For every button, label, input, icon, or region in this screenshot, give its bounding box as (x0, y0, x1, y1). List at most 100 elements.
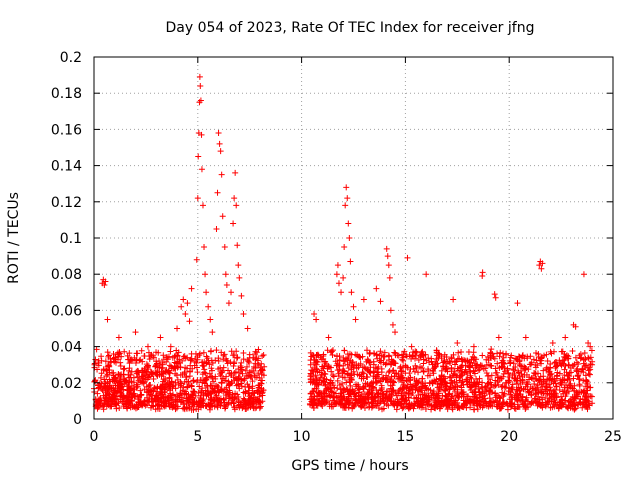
data-point (400, 381, 407, 388)
y-tick-label: 0.04 (51, 340, 82, 356)
data-point (91, 360, 98, 367)
data-point (581, 349, 588, 356)
data-point (433, 376, 440, 383)
data-point (340, 274, 347, 281)
data-point (584, 406, 591, 413)
y-tick-label: 0.08 (51, 267, 82, 283)
data-point (435, 350, 442, 357)
data-point (129, 397, 136, 404)
data-point (554, 369, 561, 376)
data-point (505, 370, 512, 377)
data-point (218, 349, 225, 356)
data-point (197, 97, 204, 104)
data-point (174, 358, 181, 365)
data-point (258, 380, 265, 387)
data-point (377, 397, 384, 404)
data-point (516, 358, 523, 365)
data-point (431, 364, 438, 371)
data-point (394, 352, 401, 359)
data-point (448, 354, 455, 361)
data-point (438, 353, 445, 360)
data-point (347, 390, 354, 397)
data-point (571, 402, 578, 409)
data-point (404, 254, 411, 261)
data-point (499, 403, 506, 410)
data-point (447, 374, 454, 381)
data-point (566, 397, 573, 404)
data-point (201, 244, 208, 251)
data-point (308, 353, 315, 360)
data-point (239, 405, 246, 412)
data-point (390, 387, 397, 394)
data-point (166, 362, 173, 369)
data-point (113, 405, 120, 412)
data-point (118, 353, 125, 360)
data-point (470, 406, 477, 413)
data-point (458, 382, 465, 389)
data-point (250, 403, 257, 410)
data-point (532, 361, 539, 368)
data-point (115, 334, 122, 341)
data-point (480, 396, 487, 403)
data-point (413, 348, 420, 355)
data-point (393, 392, 400, 399)
data-point (504, 400, 511, 407)
data-point (104, 371, 111, 378)
data-point (500, 393, 507, 400)
data-point (182, 364, 189, 371)
data-point (204, 355, 211, 362)
data-point (562, 362, 569, 369)
data-point (369, 385, 376, 392)
data-point (117, 359, 124, 366)
data-point (470, 343, 477, 350)
data-point (174, 353, 181, 360)
data-point (117, 373, 124, 380)
data-point (152, 398, 159, 405)
data-point (479, 402, 486, 409)
data-point (112, 354, 119, 361)
data-point (400, 357, 407, 364)
data-point (471, 394, 478, 401)
data-point (494, 360, 501, 367)
data-point (524, 380, 531, 387)
data-point (246, 369, 253, 376)
data-point (233, 202, 240, 209)
data-point (546, 381, 553, 388)
data-point (253, 396, 260, 403)
data-point (511, 394, 518, 401)
data-point (313, 316, 320, 323)
data-point (259, 367, 266, 374)
data-point (260, 351, 267, 358)
data-point (458, 349, 465, 356)
data-point (576, 382, 583, 389)
data-point (461, 357, 468, 364)
data-point (347, 258, 354, 265)
data-point (450, 370, 457, 377)
data-point (563, 390, 570, 397)
data-point (383, 401, 390, 408)
data-point (485, 372, 492, 379)
data-point (561, 353, 568, 360)
data-point (454, 392, 461, 399)
data-point (561, 377, 568, 384)
data-point (585, 367, 592, 374)
data-point (409, 353, 416, 360)
data-point (195, 153, 202, 160)
data-point (365, 357, 372, 364)
data-point (586, 402, 593, 409)
data-point (424, 372, 431, 379)
data-point (321, 375, 328, 382)
data-point (199, 202, 206, 209)
data-point (123, 403, 130, 410)
data-point (148, 369, 155, 376)
data-point (458, 363, 465, 370)
data-point (129, 357, 136, 364)
data-point (346, 350, 353, 357)
data-point (399, 405, 406, 412)
data-point (467, 397, 474, 404)
data-point (206, 403, 213, 410)
data-point (243, 363, 250, 370)
data-point (423, 271, 430, 278)
data-point (398, 351, 405, 358)
data-point (366, 350, 373, 357)
